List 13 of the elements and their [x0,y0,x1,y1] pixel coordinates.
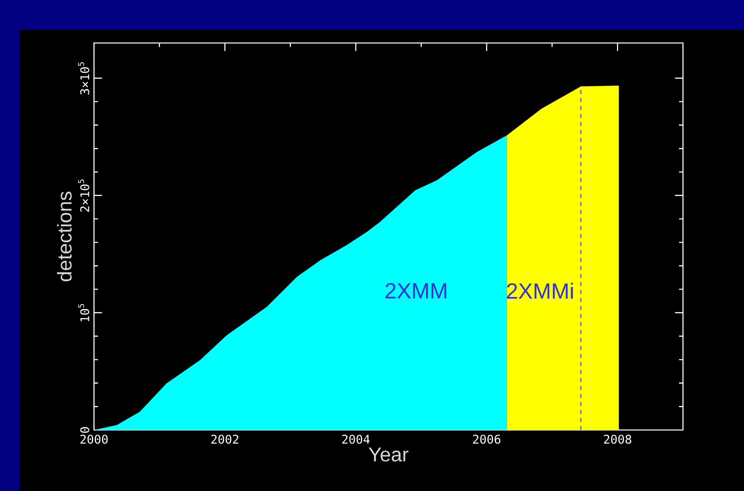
x-tick-label: 2002 [211,434,238,444]
x-tick-label: 2008 [604,434,632,444]
x-tick-label: 2006 [473,434,500,444]
x-tick-label: 2000 [80,434,108,444]
x-tick-label: 2004 [342,434,370,444]
y-tick-label: 10$^{5}$ [78,304,90,322]
series-label: 2XMM [386,282,446,298]
y-tick-label: 0 [80,427,90,433]
series-label: 2XMMi [506,282,573,299]
y-axis-title: detections [57,192,72,282]
x-axis-title: Year [368,448,408,462]
y-tick-label: 2×10$^{5}$ [78,180,90,212]
y-tick-label: 3×10$^{5}$ [78,62,90,95]
